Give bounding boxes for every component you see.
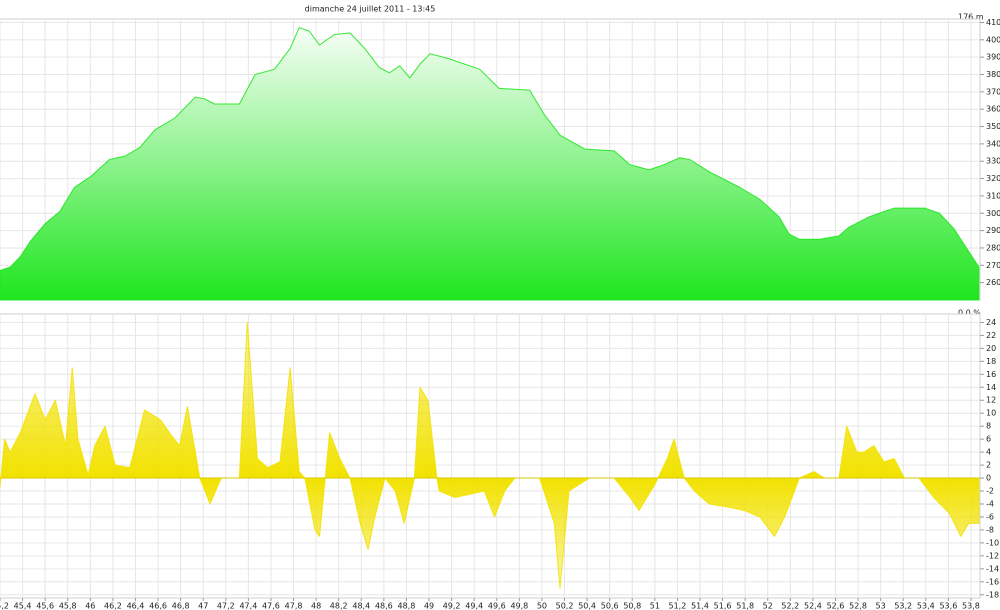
x-tick-label: 47,4	[239, 602, 257, 610]
x-tick-label: 50	[537, 602, 547, 610]
x-tick-label: 51	[650, 602, 660, 610]
y-tick-label: 360	[986, 105, 1000, 114]
y-tick-label: 280	[986, 243, 1000, 252]
x-tick-label: 47,8	[285, 602, 303, 610]
y-tick-label: 270	[986, 261, 1000, 270]
y-tick-label: 10	[986, 409, 996, 418]
x-tick-label: 49	[424, 602, 434, 610]
x-tick-label: 47,6	[262, 602, 280, 610]
x-tick-label: 50,8	[623, 602, 641, 610]
y-tick-label: -8	[986, 525, 994, 534]
x-tick-label: 50,6	[601, 602, 619, 610]
x-tick-label: 51,8	[736, 602, 754, 610]
y-tick-label: 2	[986, 461, 991, 470]
y-tick-label: 0	[986, 474, 991, 483]
x-tick-label: 49,6	[488, 602, 506, 610]
x-tick-label: 52,2	[781, 602, 799, 610]
annotation: 176 m	[958, 13, 984, 22]
y-tick-label: 400	[986, 35, 1000, 44]
x-tick-label: 48,2	[330, 602, 348, 610]
x-tick-label: 51,4	[691, 602, 709, 610]
x-tick-label: 45,4	[14, 602, 32, 610]
y-tick-label: -16	[986, 577, 999, 586]
y-tick-label: 410	[986, 18, 1000, 27]
x-tick-label: 46,6	[149, 602, 167, 610]
x-tick-label: 53,4	[917, 602, 935, 610]
y-tick-label: -2	[986, 487, 994, 496]
y-tick-label: 12	[986, 396, 996, 405]
y-tick-label: 4	[986, 448, 991, 457]
y-tick-label: 340	[986, 139, 1000, 148]
x-tick-label: 45,6	[36, 602, 54, 610]
y-tick-label: 290	[986, 226, 1000, 235]
y-tick-label: -4	[986, 499, 994, 508]
x-tick-label: 50,2	[556, 602, 574, 610]
x-tick-label: 48,4	[352, 602, 370, 610]
x-tick-label: 47,2	[217, 602, 235, 610]
x-tick-label: 53,8	[962, 602, 980, 610]
annotation: 0,0 %	[958, 309, 981, 318]
area	[0, 27, 980, 301]
x-tick-label: 49,2	[443, 602, 461, 610]
y-tick-label: 390	[986, 53, 1000, 62]
x-tick-label: 46,2	[104, 602, 122, 610]
x-tick-label: 49,8	[510, 602, 528, 610]
x-tick-label: 48,6	[375, 602, 393, 610]
y-tick-label: 370	[986, 87, 1000, 96]
x-tick-label: 45,2	[0, 602, 9, 610]
y-tick-label: 18	[986, 357, 996, 366]
y-tick-label: -18	[986, 590, 999, 599]
y-tick-label: 16	[986, 370, 996, 379]
x-tick-label: 51,2	[669, 602, 687, 610]
x-tick-label: 47	[198, 602, 208, 610]
y-tick-label: 350	[986, 122, 1000, 131]
y-tick-label: 380	[986, 70, 1000, 79]
x-tick-label: 49,4	[465, 602, 483, 610]
y-tick-label: -10	[986, 538, 999, 547]
y-tick-label: 300	[986, 209, 1000, 218]
y-tick-label: 320	[986, 174, 1000, 183]
y-tick-label: 330	[986, 157, 1000, 166]
y-tick-label: -14	[986, 564, 999, 573]
chart-title: dimanche 24 juillet 2011 - 13:45	[305, 5, 436, 14]
x-tick-label: 51,6	[714, 602, 732, 610]
x-tick-label: 48	[311, 602, 321, 610]
x-tick-label: 48,8	[398, 602, 416, 610]
x-tick-label: 52	[763, 602, 773, 610]
x-tick-label: 52,4	[804, 602, 822, 610]
x-tick-label: 50,4	[578, 602, 596, 610]
y-tick-label: 6	[986, 435, 991, 444]
y-tick-label: -6	[986, 512, 994, 521]
x-tick-label: 52,8	[849, 602, 867, 610]
x-tick-label: 53,6	[939, 602, 957, 610]
x-tick-label: 45,8	[59, 602, 77, 610]
y-tick-label: 8	[986, 422, 991, 431]
x-tick-label: 46,8	[172, 602, 190, 610]
y-tick-label: 22	[986, 331, 996, 340]
y-tick-label: 310	[986, 191, 1000, 200]
x-tick-label: 53,2	[894, 602, 912, 610]
y-tick-label: 20	[986, 344, 996, 353]
y-tick-label: 260	[986, 278, 1000, 287]
x-tick-label: 46	[85, 602, 95, 610]
x-tick-label: 53	[876, 602, 886, 610]
x-tick-label: 46,4	[127, 602, 145, 610]
x-tick-label: 52,6	[827, 602, 845, 610]
y-tick-label: 24	[986, 318, 996, 327]
y-tick-label: -12	[986, 551, 999, 560]
y-tick-label: 14	[986, 383, 996, 392]
